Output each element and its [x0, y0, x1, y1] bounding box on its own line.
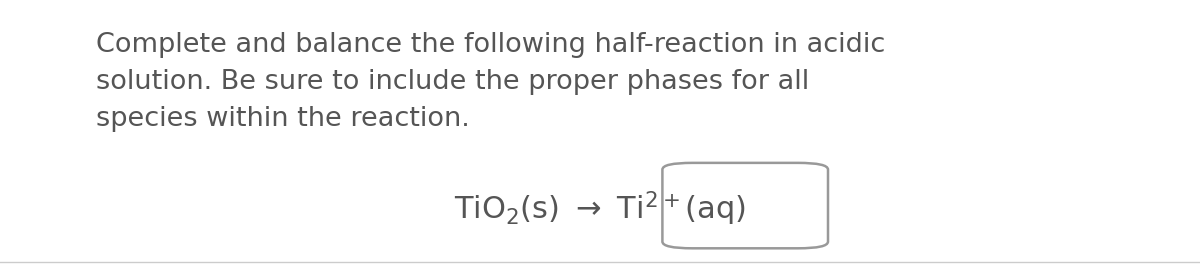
Text: Complete and balance the following half-reaction in acidic
solution. Be sure to : Complete and balance the following half-… — [96, 32, 886, 132]
Text: $\mathrm{TiO_2(s)\ \rightarrow\ Ti^{2+}(aq)}$: $\mathrm{TiO_2(s)\ \rightarrow\ Ti^{2+}(… — [454, 189, 746, 227]
